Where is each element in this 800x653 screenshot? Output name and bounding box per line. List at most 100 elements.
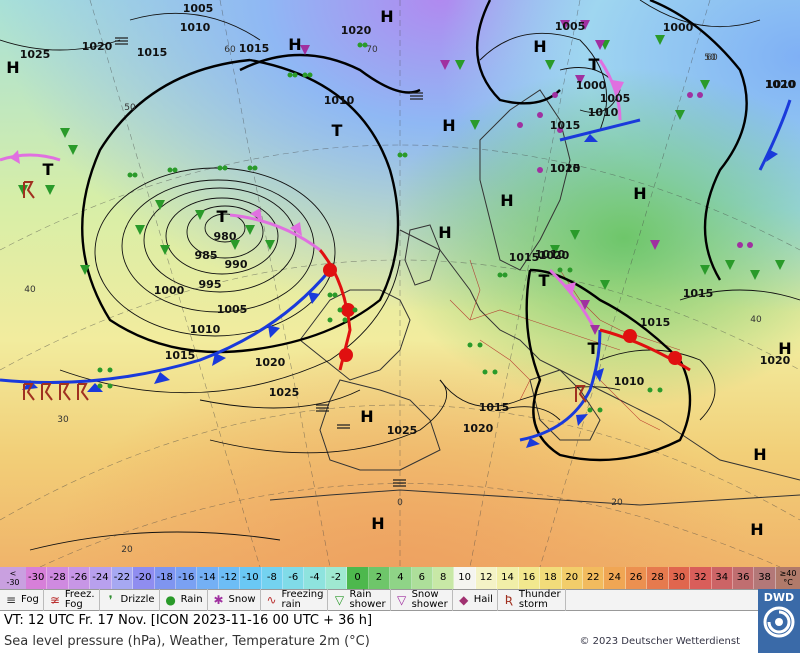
- grid-label: 0: [397, 498, 403, 508]
- scale-cell: -14: [197, 567, 219, 589]
- legend-item: ✱ Snow: [208, 589, 261, 611]
- isobar-label: 1015: [683, 287, 714, 300]
- legend-item: ≆ Freez. Fog: [44, 589, 100, 611]
- high-pressure-center: H: [753, 445, 766, 464]
- scale-cell: 14: [497, 567, 519, 589]
- scale-cell: 28: [647, 567, 669, 589]
- scale-cell: -20: [133, 567, 155, 589]
- legend-item: ▽ Rain shower: [328, 589, 391, 611]
- isobar-label: 990: [225, 258, 248, 271]
- occluded-front-symbols: [10, 80, 624, 296]
- grid-label: 40: [24, 285, 36, 295]
- high-pressure-center: H: [380, 7, 393, 26]
- isobar-label: 1015: [550, 119, 581, 132]
- isobar-label: 1015: [479, 401, 510, 414]
- scale-cell: 8: [433, 567, 455, 589]
- isobar-label: 1015: [239, 42, 270, 55]
- isobar-label: 1020: [760, 354, 791, 367]
- isobar-label: 1010: [180, 21, 211, 34]
- legend-label: Thunder storm: [518, 589, 561, 610]
- cold-front: [0, 99, 792, 442]
- scale-cell: 38: [754, 567, 776, 589]
- isobar-label: 1020: [539, 249, 570, 262]
- map-info: VT: 12 UTC Fr. 17 Nov. [ICON 2023-11-16 …: [0, 611, 758, 653]
- isobar-label: 1010: [190, 323, 221, 336]
- cold-front-triangles: [22, 134, 778, 448]
- grid-label: 70: [366, 45, 378, 55]
- grid-label: 60: [706, 53, 718, 63]
- legend-label: Freezing rain: [281, 589, 324, 610]
- grid-label: 60: [224, 45, 236, 55]
- high-pressure-center: H: [750, 520, 763, 539]
- grid-label: 30: [57, 415, 69, 425]
- isobar-label: 1015: [165, 349, 196, 362]
- isobar-label: 1000: [576, 79, 607, 92]
- high-pressure-center: H: [288, 35, 301, 54]
- fog-icon: ≡: [5, 593, 17, 607]
- isobar-label: 1005: [600, 92, 631, 105]
- scale-cell: -12: [218, 567, 241, 589]
- drizzle-icon: ❜: [108, 593, 113, 607]
- scale-high-top: ≥40: [779, 569, 797, 578]
- isobar-label: 1000: [663, 21, 694, 34]
- isobar-label: 1015: [509, 251, 540, 264]
- scale-cell: -18: [154, 567, 176, 589]
- low-pressure-center: T: [43, 160, 54, 179]
- rain-icon: ●: [165, 593, 176, 607]
- grid-label: 20: [611, 498, 623, 508]
- snow-icon: ✱: [213, 593, 224, 607]
- fog-symbols: [115, 37, 423, 487]
- legend-label: Drizzle: [120, 594, 155, 605]
- isobar-label: 1025: [387, 424, 418, 437]
- scale-cell: 22: [582, 567, 605, 589]
- legend-label: Snow: [228, 594, 256, 605]
- legend-label: Hail: [473, 594, 493, 605]
- grid-label: 40: [750, 315, 762, 325]
- isobar-label: 1010: [588, 106, 619, 119]
- thunderstorm-symbols: [23, 181, 587, 403]
- warm-front-semicircles: [323, 263, 682, 365]
- thunderstorm-icon: Ʀ: [504, 593, 514, 607]
- freezing-rain-icon: ∿: [266, 593, 277, 607]
- isobar-label: 980: [214, 230, 237, 243]
- rain-symbols: [97, 42, 663, 413]
- scale-cell: -22: [111, 567, 134, 589]
- low-pressure-center: T: [589, 55, 600, 74]
- legend-item: Ʀ Thunder storm: [498, 589, 566, 611]
- pressure-centers: H H H T T T H H H T H T H H H H H H T: [6, 7, 791, 539]
- isobars-major: [81, 0, 748, 462]
- grid-label: 50: [124, 103, 136, 113]
- scale-cell: 24: [604, 567, 626, 589]
- scale-cell: -6: [283, 567, 305, 589]
- scale-cells: -30 -28 -26 -24 -22 -20 -18 -16 -14 -12 -10 -8 -6 -4-…: [26, 567, 776, 589]
- isobar-label: 1020: [550, 162, 581, 175]
- isobar-label: 995: [199, 278, 222, 291]
- isobar-label: 1020: [765, 78, 796, 91]
- legend-item: ▽ Snow shower: [391, 589, 453, 611]
- scale-cell: -28: [47, 567, 69, 589]
- high-pressure-center: H: [6, 58, 19, 77]
- country-borders: [449, 259, 681, 431]
- scale-cell: -24: [90, 567, 112, 589]
- scale-cell: -2: [325, 567, 348, 589]
- coastlines: [269, 89, 800, 506]
- valid-time: VT: 12 UTC Fr. 17 Nov. [ICON 2023-11-16 …: [4, 613, 373, 628]
- scale-cell: -16: [175, 567, 198, 589]
- isobar-label: 1005: [217, 303, 248, 316]
- legend-label: Rain: [180, 594, 203, 605]
- scale-cell: 12: [475, 567, 498, 589]
- legend-item: ❜ Drizzle: [100, 589, 160, 611]
- weather-map: 1005 1010 1020 1025 1015 1015 1020 1010 980 985 99…: [0, 0, 800, 567]
- isobar-label: 1020: [341, 24, 372, 37]
- scale-cell: 20: [561, 567, 583, 589]
- isobar-label: 1010: [324, 94, 355, 107]
- scale-cell: 0: [347, 567, 369, 589]
- legend-label: Freez. Fog: [64, 589, 95, 610]
- isobar-label: 1020: [463, 422, 494, 435]
- freezing-fog-icon: ≆: [49, 593, 60, 607]
- scale-high-cell: ≥40 °C: [776, 567, 800, 589]
- lat-lon-grid: [0, 0, 800, 567]
- scale-cell: 4: [390, 567, 412, 589]
